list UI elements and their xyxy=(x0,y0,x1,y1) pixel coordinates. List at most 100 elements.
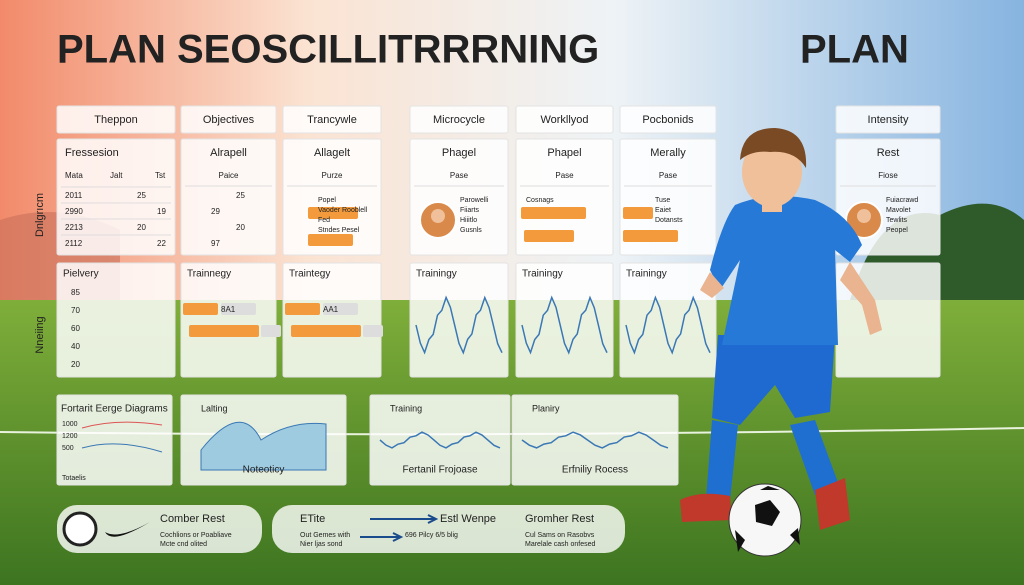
panel xyxy=(515,262,614,378)
header-cell: Objectives xyxy=(203,114,255,126)
bar xyxy=(623,230,678,242)
panel xyxy=(619,105,717,134)
panel-title: Allagelt xyxy=(314,147,350,159)
ball xyxy=(728,483,802,557)
item-text: Marelale cash onfesed xyxy=(525,541,596,548)
panel xyxy=(56,105,176,134)
panel xyxy=(282,105,382,134)
axis-number: 85 xyxy=(71,288,80,297)
cell-number: 97 xyxy=(211,239,220,248)
item-text: Mcte cnd olited xyxy=(160,541,207,548)
bar xyxy=(261,325,281,337)
panel-title: Trainingy xyxy=(522,269,563,280)
column-label: Jalt xyxy=(110,171,123,180)
panel-subtitle: Paice xyxy=(218,171,239,180)
panel xyxy=(282,138,382,256)
cell-text: Parowelli xyxy=(460,197,489,204)
panel xyxy=(619,262,717,378)
side-label: Dnlgrıcm xyxy=(34,193,46,237)
panel-title: Merally xyxy=(650,147,686,159)
cell-text: Eaiet xyxy=(655,207,671,214)
column-label: Tst xyxy=(155,171,166,180)
bar-label: AA1 xyxy=(323,305,339,314)
item-text: Cul Sams on Rasobvs xyxy=(525,532,595,539)
arrow xyxy=(370,514,439,524)
header-cell: Trancywle xyxy=(307,114,357,126)
line-series xyxy=(81,421,163,429)
panel-title: Planiry xyxy=(532,403,560,413)
badge xyxy=(62,511,98,547)
bar xyxy=(623,207,653,219)
line-series xyxy=(81,443,163,453)
item-text: 696 Pilcy 6/5 blig xyxy=(405,532,458,539)
header-cell: Workllyod xyxy=(540,114,588,126)
panel xyxy=(835,105,941,134)
header-cell: Pocbonids xyxy=(642,114,694,126)
wave xyxy=(625,295,711,355)
bar xyxy=(323,303,358,315)
bar xyxy=(363,325,383,337)
axis-number: 60 xyxy=(71,324,80,333)
row-label: 2112 xyxy=(65,239,83,248)
panel-subtitle: Pase xyxy=(659,171,678,180)
panel-title: Phapel xyxy=(547,147,581,159)
panel-title: Trainingy xyxy=(626,269,667,280)
cell-text: Tuse xyxy=(655,197,670,204)
swoosh xyxy=(105,522,150,537)
item-title: ETite xyxy=(300,513,325,525)
cell-text: Peopel xyxy=(886,227,908,234)
bar xyxy=(221,303,256,315)
cell-text: Stndes Pesel xyxy=(318,227,360,234)
panel-title: Fortarit Eerge Diagrams xyxy=(61,404,168,415)
item-text: Cochlions or Poabliave xyxy=(160,532,232,539)
title-right: PLAN xyxy=(800,28,909,72)
avatar-head xyxy=(431,209,445,223)
header-cell: Theppon xyxy=(94,114,137,126)
pill xyxy=(57,505,262,553)
arrow xyxy=(360,532,404,542)
avatar-head xyxy=(857,209,871,223)
cell-text: Dotansts xyxy=(655,217,683,224)
cell-text: Cosnags xyxy=(526,197,554,204)
panel-subtitle: Pase xyxy=(555,171,574,180)
panel-title: Rest xyxy=(877,147,900,159)
bar xyxy=(285,303,320,315)
panel-subtitle: Fiose xyxy=(878,171,898,180)
bar xyxy=(521,207,586,219)
panel-title: Trainingy xyxy=(416,269,457,280)
row-label: 2213 xyxy=(65,223,83,232)
panel-caption: Totaelis xyxy=(62,475,86,482)
axis-number: 70 xyxy=(71,306,80,315)
bar-label: 8A1 xyxy=(221,305,236,314)
cell-number: 19 xyxy=(157,207,166,216)
panel-title: Alrapell xyxy=(210,147,247,159)
axis-number: 500 xyxy=(62,445,74,452)
panel xyxy=(56,394,173,486)
panel xyxy=(369,394,511,486)
area xyxy=(200,421,327,471)
panel xyxy=(56,138,176,256)
cell-text: Mavolet xyxy=(886,207,911,214)
cell-number: 20 xyxy=(137,223,146,232)
panel-subtitle: Pase xyxy=(450,171,469,180)
panel xyxy=(282,262,382,378)
panel xyxy=(511,394,679,486)
cell-text: Gusnls xyxy=(460,227,482,234)
panel-title: Traintegy xyxy=(289,269,330,280)
bar xyxy=(189,325,259,337)
column-label: Mata xyxy=(65,171,83,180)
cell-text: Vaoder Rooblell xyxy=(318,207,368,214)
wave xyxy=(379,431,501,449)
header-cell: Intensity xyxy=(868,114,909,126)
panel xyxy=(180,262,277,378)
panel-title: Trainnegy xyxy=(187,269,231,280)
cell-number: 22 xyxy=(157,239,166,248)
cell-number: 20 xyxy=(236,223,245,232)
header-cell: Microcycle xyxy=(433,114,485,126)
player xyxy=(680,128,882,530)
item-text: Out Gemes with xyxy=(300,532,350,539)
panel-subtitle: Purze xyxy=(322,171,343,180)
cell-text: Fuiacrawd xyxy=(886,197,918,204)
item-title: Comber Rest xyxy=(160,513,225,525)
